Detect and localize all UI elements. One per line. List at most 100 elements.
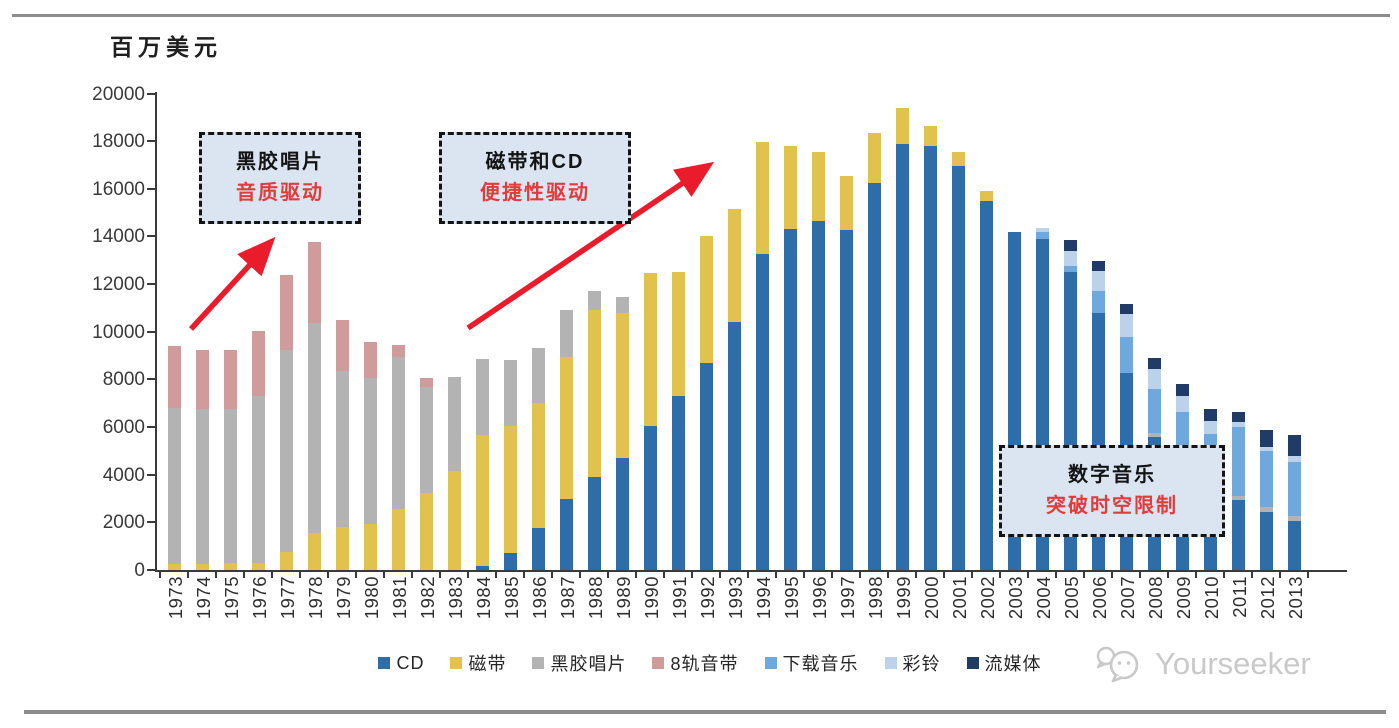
bar-segment-流媒体-2011 — [1231, 411, 1245, 423]
legend-item-8轨音带: 8轨音带 — [652, 650, 738, 676]
legend-label-彩铃: 彩铃 — [902, 654, 941, 674]
bar-segment-黑胶唱片-1984 — [475, 359, 489, 436]
bar-segment-流媒体-2013 — [1287, 434, 1301, 457]
x-tick — [187, 572, 189, 578]
annotation-subtitle-vinyl: 音质驱动 — [236, 182, 324, 204]
x-label-1974: 1974 — [193, 576, 214, 620]
annotation-box-vinyl: 黑胶唱片 音质驱动 — [199, 132, 361, 224]
x-tick — [607, 572, 609, 578]
legend-label-流媒体: 流媒体 — [984, 654, 1042, 674]
y-tick — [147, 426, 156, 429]
bar-segment-CD-1996 — [811, 220, 825, 570]
legend-swatch-彩铃 — [884, 657, 897, 669]
x-axis-line — [155, 570, 1347, 572]
x-tick — [355, 572, 357, 578]
x-label-1976: 1976 — [249, 576, 270, 620]
bar-segment-下载音乐-2013 — [1287, 461, 1301, 517]
annotation-title-vinyl: 黑胶唱片 — [236, 151, 324, 173]
bar-segment-CD-2013 — [1287, 521, 1301, 570]
x-label-2003: 2003 — [1005, 576, 1026, 620]
bar-segment-彩铃-2005 — [1063, 250, 1077, 267]
x-label-1982: 1982 — [417, 576, 438, 620]
bar-segment-CD-1994 — [755, 254, 769, 570]
x-tick — [1111, 572, 1113, 578]
legend-swatch-流媒体 — [966, 657, 979, 669]
annotation-title-cassette-cd: 磁带和CD — [485, 151, 585, 173]
x-tick — [579, 572, 581, 578]
bar-segment-CD-1990 — [643, 425, 657, 570]
bar-segment-黑胶唱片-1973 — [167, 407, 181, 565]
bar-segment-黑胶唱片-2011 — [1231, 496, 1245, 500]
x-label-1981: 1981 — [389, 576, 410, 620]
bar-segment-CD-2002 — [979, 200, 993, 570]
legend-swatch-黑胶唱片 — [532, 657, 545, 669]
x-tick — [943, 572, 945, 578]
y-tick — [147, 187, 156, 190]
x-tick — [299, 572, 301, 578]
x-tick — [803, 572, 805, 578]
bar-segment-磁带-1983 — [447, 471, 461, 570]
legend-swatch-CD — [378, 657, 391, 669]
bar-segment-下载音乐-2007 — [1119, 336, 1133, 374]
legend-swatch-磁带 — [450, 657, 463, 669]
x-label-1985: 1985 — [501, 576, 522, 620]
y-tick — [147, 235, 156, 238]
bar-segment-CD-1988 — [587, 477, 601, 570]
y-tick-label: 20000 — [92, 83, 145, 105]
y-tick — [147, 473, 156, 476]
bar-segment-下载音乐-2004 — [1035, 231, 1049, 239]
x-tick — [691, 572, 693, 578]
x-tick — [495, 572, 497, 578]
x-label-1986: 1986 — [529, 576, 550, 620]
watermark-label: Yourseeker — [1155, 646, 1311, 681]
bar-segment-黑胶唱片-2008 — [1147, 433, 1161, 437]
bar-segment-下载音乐-2006 — [1091, 291, 1105, 313]
x-tick — [215, 572, 217, 578]
top-divider-rule — [12, 14, 1390, 17]
x-label-1995: 1995 — [781, 576, 802, 620]
bar-segment-8轨音带-1979 — [335, 319, 349, 372]
annotation-subtitle-cassette-cd: 便捷性驱动 — [480, 182, 590, 204]
bar-segment-黑胶唱片-1986 — [531, 348, 545, 404]
bar-segment-彩铃-2008 — [1147, 368, 1161, 389]
legend-item-下载音乐: 下载音乐 — [764, 650, 859, 676]
y-tick-label: 8000 — [102, 369, 145, 391]
x-label-1980: 1980 — [361, 576, 382, 620]
x-label-2013: 2013 — [1285, 576, 1306, 620]
x-label-1987: 1987 — [557, 576, 578, 620]
bar-segment-黑胶唱片-1989 — [615, 297, 629, 313]
bar-segment-CD-2012 — [1259, 511, 1273, 570]
bar-segment-流媒体-2008 — [1147, 357, 1161, 369]
y-tick-label: 18000 — [92, 131, 145, 153]
bar-segment-磁带-1990 — [643, 273, 657, 426]
legend-label-下载音乐: 下载音乐 — [782, 654, 859, 674]
x-label-1990: 1990 — [641, 576, 662, 620]
annotation-title-digital: 数字音乐 — [1068, 464, 1156, 486]
y-tick — [147, 378, 156, 381]
x-label-1992: 1992 — [697, 576, 718, 620]
bar-segment-黑胶唱片-1980 — [363, 378, 377, 524]
x-tick — [635, 572, 637, 578]
bar-segment-CD-1992 — [699, 362, 713, 570]
bar-segment-黑胶唱片-2013 — [1287, 516, 1301, 522]
x-label-2005: 2005 — [1061, 576, 1082, 620]
x-label-2006: 2006 — [1089, 576, 1110, 620]
x-label-2012: 2012 — [1257, 576, 1278, 620]
x-tick — [663, 572, 665, 578]
bar-segment-黑胶唱片-1982 — [419, 386, 433, 493]
x-label-2008: 2008 — [1145, 576, 1166, 620]
bar-segment-黑胶唱片-1975 — [223, 409, 237, 563]
bar-segment-磁带-1999 — [895, 107, 909, 144]
y-tick-label: 14000 — [92, 226, 145, 248]
bar-segment-8轨音带-1980 — [363, 342, 377, 379]
y-tick — [147, 92, 156, 95]
bar-segment-磁带-1988 — [587, 310, 601, 478]
x-label-1975: 1975 — [221, 576, 242, 620]
x-label-1979: 1979 — [333, 576, 354, 620]
bar-segment-黑胶唱片-1981 — [391, 356, 405, 510]
x-label-1993: 1993 — [725, 576, 746, 620]
x-label-1998: 1998 — [865, 576, 886, 620]
bar-segment-彩铃-2009 — [1175, 396, 1189, 412]
bar-segment-8轨音带-1974 — [195, 349, 209, 410]
bar-segment-下载音乐-2008 — [1147, 388, 1161, 433]
